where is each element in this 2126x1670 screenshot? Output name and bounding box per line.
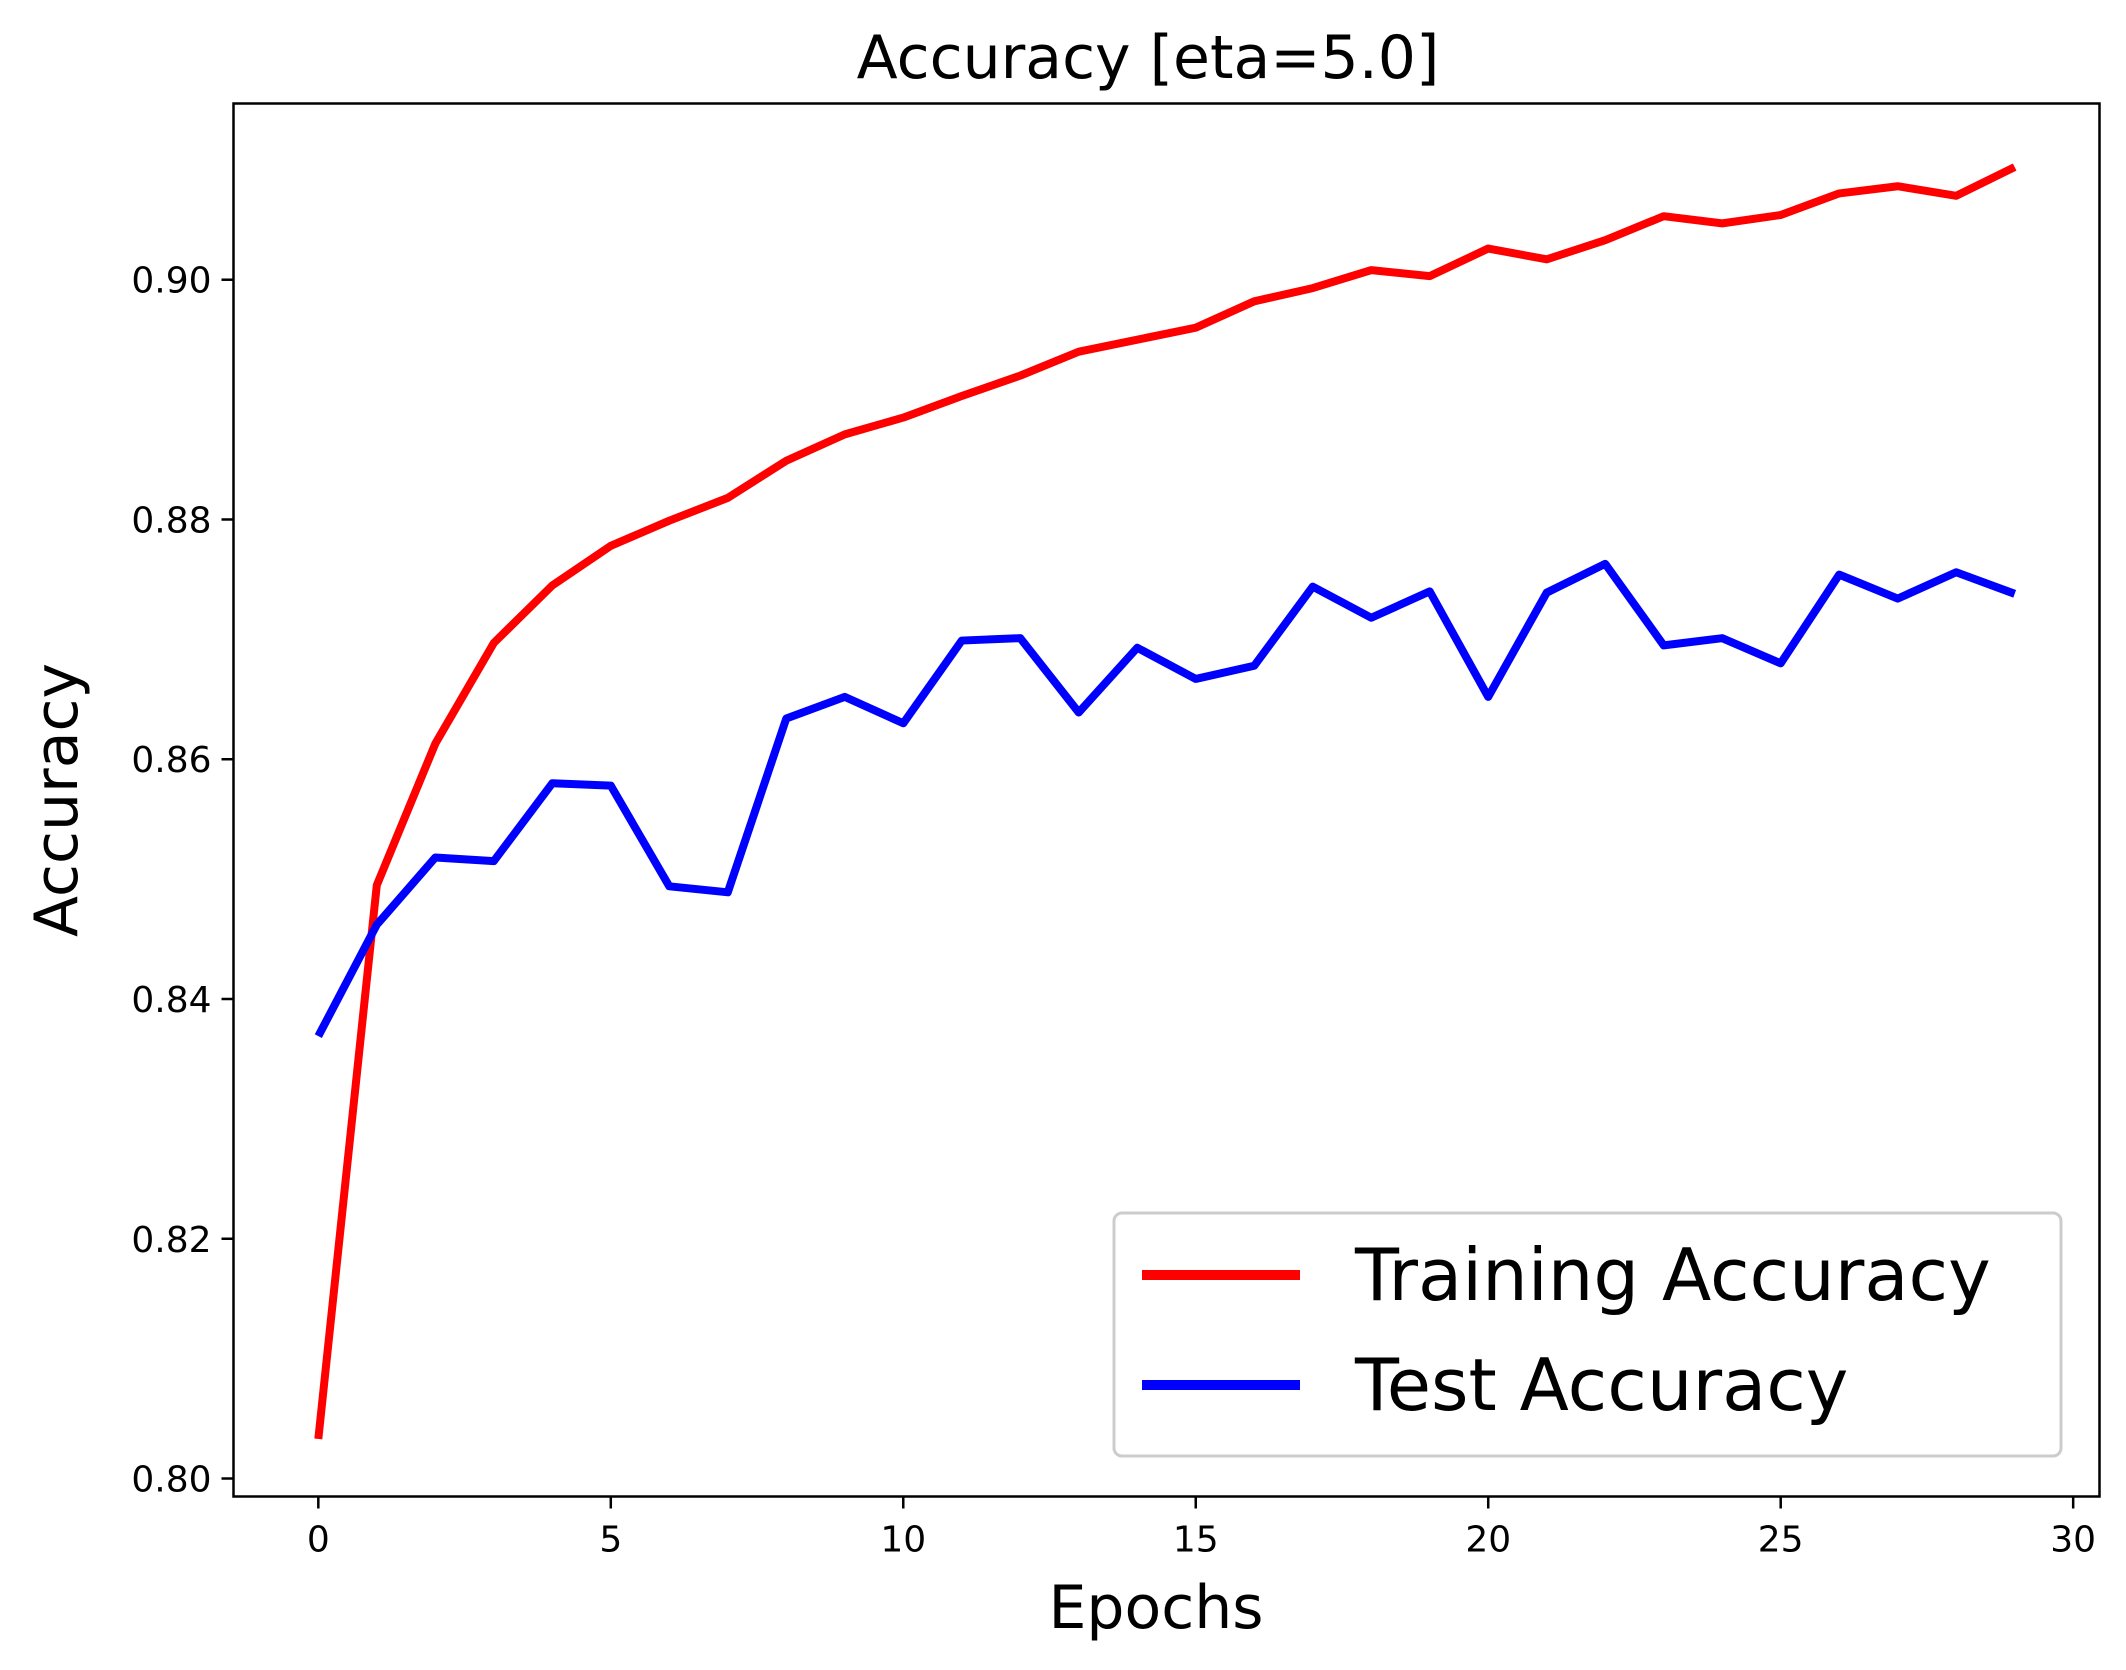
legend-label-test: Test Accuracy <box>1354 1343 1848 1427</box>
x-axis-ticks: 0 5 10 15 20 25 30 <box>307 1496 2096 1561</box>
y-tick-label: 0.80 <box>131 1460 211 1501</box>
legend-box <box>1112 1211 2063 1458</box>
y-axis-label: Accuracy <box>22 663 92 937</box>
series-line-training-accuracy <box>314 163 2017 1440</box>
x-tick-label: 10 <box>880 1520 926 1561</box>
x-tick-label: 20 <box>1465 1520 1511 1561</box>
y-tick-label: 0.90 <box>131 261 211 302</box>
y-tick-label: 0.84 <box>131 980 211 1021</box>
chart-title: Accuracy [eta=5.0] <box>857 23 1440 93</box>
y-tick-label: 0.88 <box>131 500 211 541</box>
x-tick-label: 5 <box>599 1520 622 1561</box>
y-tick-label: 0.82 <box>131 1220 211 1261</box>
y-axis-ticks: 0.80 0.82 0.84 0.86 0.88 0.90 <box>131 261 234 1501</box>
legend: Training Accuracy Test Accuracy <box>1112 1211 2063 1458</box>
series-line-test-accuracy <box>314 559 2017 1039</box>
plot-frame <box>232 102 2101 1498</box>
x-tick-label: 0 <box>307 1520 330 1561</box>
x-tick-label: 15 <box>1173 1520 1219 1561</box>
y-tick-label: 0.86 <box>131 740 211 781</box>
plot-area <box>314 163 2017 1440</box>
legend-label-training: Training Accuracy <box>1354 1233 1991 1317</box>
x-tick-label: 25 <box>1758 1520 1804 1561</box>
x-axis-label: Epochs <box>1049 1573 1264 1643</box>
x-tick-label: 30 <box>2050 1520 2096 1561</box>
